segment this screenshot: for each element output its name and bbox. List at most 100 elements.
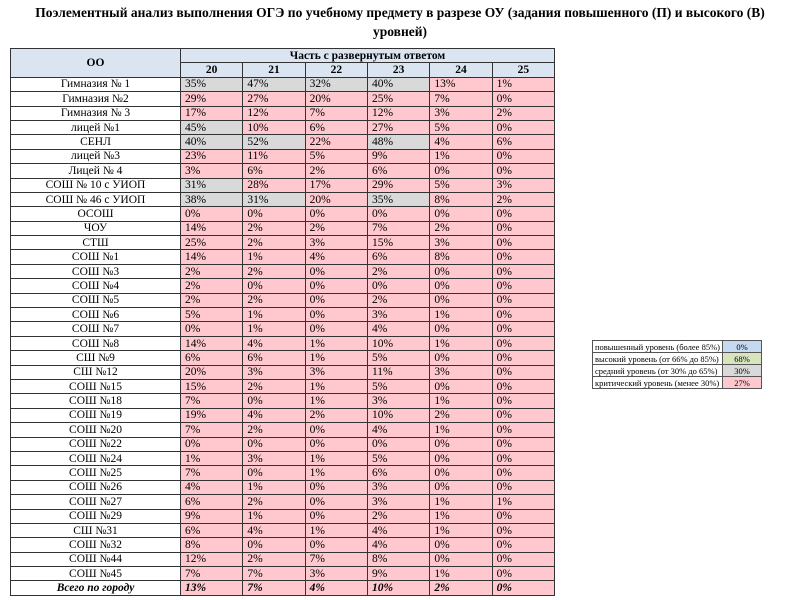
percent-cell: 0% [491, 235, 556, 251]
percent-cell: 14% [179, 249, 244, 265]
percent-cell: 0% [491, 436, 556, 452]
percent-cell: 5% [366, 450, 431, 467]
percent-cell: 31% [179, 177, 244, 193]
percent-cell: 0% [491, 91, 556, 107]
percent-cell: 31% [242, 191, 306, 208]
percent-cell: 2% [242, 235, 306, 251]
org-name: Гимназия №2 [10, 91, 181, 107]
percent-cell: 5% [366, 378, 431, 395]
percent-cell: 0% [491, 551, 556, 568]
org-name: СОШ №19 [10, 407, 181, 424]
percent-cell: 7% [366, 220, 431, 237]
org-name: СОШ №27 [10, 494, 181, 510]
percent-cell: 0% [429, 206, 493, 222]
percent-cell: 0% [491, 537, 556, 553]
table-row: Всего по городу 13% 7% 4% 10% 2% 0% [10, 580, 556, 596]
percent-cell: 2% [179, 278, 244, 294]
percent-cell: 0% [304, 479, 368, 496]
percent-cell: 0% [491, 508, 556, 524]
percent-cell: 20% [304, 91, 368, 107]
table-row: СОШ №1 14% 1% 4% 6% 8% 0% [10, 249, 556, 265]
percent-cell: 0% [304, 278, 368, 294]
percent-cell: 6% [242, 350, 306, 366]
percent-cell: 3% [304, 364, 368, 380]
percent-cell: 0% [242, 206, 306, 222]
column-header: 20 [179, 62, 244, 78]
org-name: СТШ [10, 235, 181, 251]
percent-cell: 10% [366, 580, 431, 596]
percent-cell: 1% [429, 148, 493, 165]
percent-cell: 0% [179, 206, 244, 222]
percent-cell: 2% [491, 105, 556, 121]
table-row: СОШ №20 7% 2% 0% 4% 1% 0% [10, 422, 556, 438]
org-name: ЧОУ [10, 220, 181, 237]
legend-label: критический уровень (менее 30%) [592, 376, 723, 389]
percent-cell: 0% [304, 508, 368, 524]
percent-cell: 32% [304, 76, 368, 93]
percent-cell: 2% [366, 508, 431, 524]
legend-row: повышенный уровень (более 85%) 0% [592, 340, 762, 353]
percent-cell: 27% [242, 91, 306, 107]
percent-cell: 5% [179, 307, 244, 323]
percent-cell: 0% [429, 350, 493, 366]
percent-cell: 12% [242, 105, 306, 121]
table-row: СОШ №26 4% 1% 0% 3% 0% 0% [10, 479, 556, 496]
percent-cell: 0% [429, 163, 493, 179]
column-header: 23 [366, 62, 431, 78]
percent-cell: 0% [242, 393, 306, 409]
percent-cell: 3% [242, 450, 306, 467]
percent-cell: 11% [366, 364, 431, 380]
percent-cell: 2% [304, 163, 368, 179]
percent-cell: 23% [179, 148, 244, 165]
percent-cell: 2% [304, 407, 368, 424]
org-header: ОО [10, 48, 181, 78]
percent-cell: 8% [366, 551, 431, 568]
legend-row: средний уровень (от 30% до 65%) 30% [592, 364, 762, 377]
org-name: СОШ №15 [10, 378, 181, 395]
percent-cell: 1% [242, 249, 306, 265]
legend-value: 30% [721, 364, 762, 377]
percent-cell: 2% [242, 551, 306, 568]
percent-cell: 5% [366, 350, 431, 366]
percent-cell: 0% [491, 350, 556, 366]
percent-cell: 10% [366, 407, 431, 424]
percent-cell: 0% [491, 422, 556, 438]
percent-cell: 4% [429, 134, 493, 150]
percent-cell: 3% [242, 364, 306, 380]
percent-cell: 0% [304, 422, 368, 438]
percent-cell: 0% [304, 206, 368, 222]
percent-cell: 0% [491, 278, 556, 294]
group-header: Часть с развернутым ответом [180, 47, 555, 64]
percent-cell: 0% [491, 163, 556, 179]
table-row: СОШ №24 1% 3% 1% 5% 0% 0% [10, 450, 556, 467]
table-row: СОШ №19 19% 4% 2% 10% 2% 0% [10, 407, 556, 424]
column-header: 24 [429, 62, 493, 78]
table-row: СЕНЛ 40% 52% 22% 48% 4% 6% [10, 134, 556, 150]
org-name: СОШ № 10 с УИОП [10, 177, 181, 193]
percent-cell: 2% [179, 292, 244, 309]
percent-cell: 4% [366, 522, 431, 539]
percent-cell: 8% [429, 249, 493, 265]
percent-cell: 3% [366, 307, 431, 323]
percent-cell: 2% [242, 378, 306, 395]
percent-cell: 6% [304, 119, 368, 136]
org-name: СЕНЛ [10, 134, 181, 150]
percent-cell: 0% [491, 580, 556, 596]
legend-label: высокий уровень (от 66% до 85%) [592, 352, 723, 365]
percent-cell: 0% [304, 307, 368, 323]
percent-cell: 0% [179, 321, 244, 337]
percent-cell: 1% [491, 76, 556, 93]
percent-cell: 0% [429, 465, 493, 481]
percent-cell: 2% [366, 263, 431, 280]
org-name: СОШ №18 [10, 393, 181, 409]
percent-cell: 4% [242, 335, 306, 352]
percent-cell: 3% [366, 494, 431, 510]
percent-cell: 0% [242, 537, 306, 553]
table-row: лицей №3 23% 11% 5% 9% 1% 0% [10, 148, 556, 165]
percent-cell: 1% [429, 494, 493, 510]
percent-cell: 4% [179, 479, 244, 496]
table-row: Гимназия № 3 17% 12% 7% 12% 3% 2% [10, 105, 556, 121]
percent-cell: 7% [179, 422, 244, 438]
percent-cell: 3% [366, 479, 431, 496]
